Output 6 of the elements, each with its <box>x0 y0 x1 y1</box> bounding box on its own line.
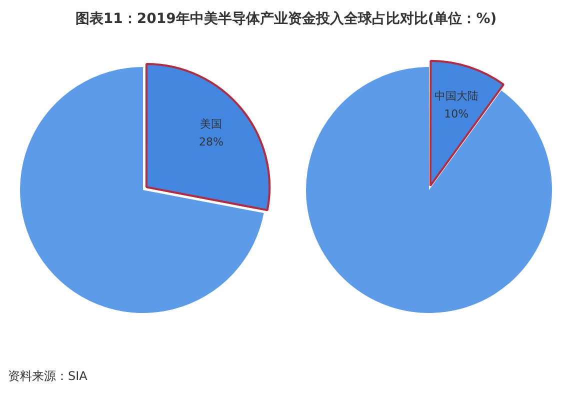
chart-title: 图表11：2019年中美半导体产业资金投入全球占比对比(单位：%) <box>74 10 498 28</box>
slice-label: 美国 <box>200 117 222 130</box>
slice-label: 中国大陆 <box>434 90 478 103</box>
text: 资料来源：SIA <box>8 368 88 385</box>
data-label: 28% <box>199 135 224 148</box>
data-label: 10% <box>444 108 469 121</box>
